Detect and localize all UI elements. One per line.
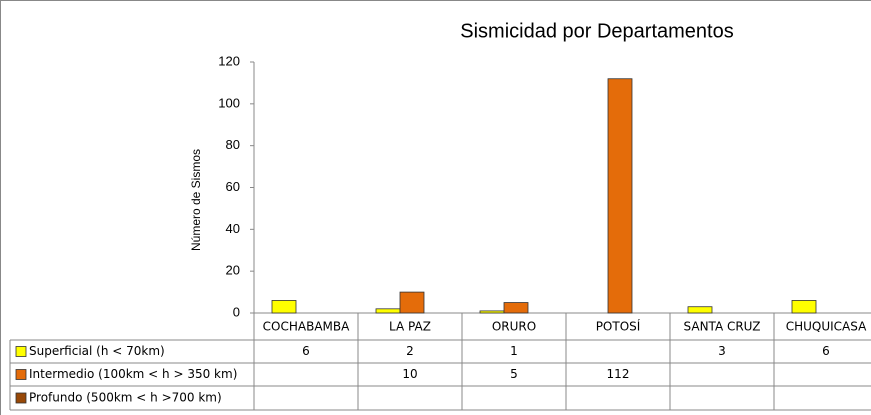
x-tick-label: ORURO: [492, 320, 536, 334]
x-tick-label: SANTA CRUZ: [684, 320, 761, 334]
bar: [607, 78, 633, 314]
table-value: 2: [406, 344, 414, 358]
chart-title: Sismicidad por Departamentos: [460, 20, 733, 42]
y-axis-label: Número de Sismos: [189, 149, 203, 251]
y-tick-label: 80: [226, 137, 240, 152]
table-value: 10: [402, 367, 417, 381]
bar: [479, 310, 505, 314]
bar: [271, 300, 297, 314]
y-tick-label: 120: [218, 53, 240, 68]
legend-label: Superficial (h < 70km): [29, 344, 165, 358]
legend-label: Profundo (500km < h >700 km): [29, 391, 222, 405]
table-value: 1: [510, 344, 518, 358]
x-tick-label: CHUQUICASA: [786, 320, 867, 334]
table-value: 3: [718, 344, 726, 358]
x-tick-label: POTOSÍ: [596, 319, 641, 334]
bar: [503, 302, 529, 314]
legend-swatch: [15, 369, 27, 380]
bar: [399, 291, 425, 314]
table-value: 6: [302, 344, 310, 358]
table-value: 6: [822, 344, 830, 358]
table-value: 5: [510, 367, 518, 381]
bar: [791, 300, 817, 314]
legend-label: Intermedio (100km < h > 350 km): [29, 367, 237, 381]
legend-swatch: [15, 346, 27, 357]
y-tick-label: 40: [226, 221, 240, 236]
x-tick-label: COCHABAMBA: [263, 320, 350, 334]
x-tick-label: LA PAZ: [389, 320, 431, 334]
legend-swatch: [15, 392, 27, 404]
bar: [687, 306, 713, 314]
table-value: 112: [607, 367, 630, 381]
y-tick-label: 60: [226, 179, 240, 194]
bar: [375, 308, 401, 314]
y-tick-label: 100: [218, 95, 240, 110]
y-tick-label: 0: [233, 304, 240, 319]
y-tick-label: 20: [226, 263, 240, 278]
